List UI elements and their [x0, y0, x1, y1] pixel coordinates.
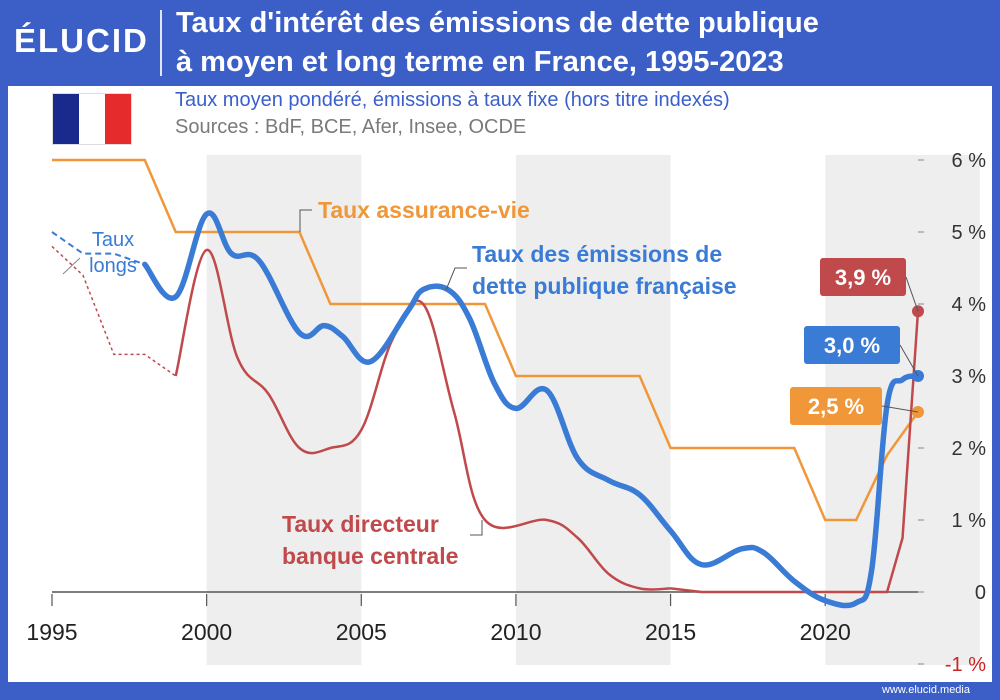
flag-stripe-blue — [53, 94, 79, 144]
x-tick-label-0: 1995 — [26, 619, 77, 645]
y-tick-label-0: -1 % — [945, 654, 986, 676]
x-tick-label-3: 2010 — [490, 619, 541, 645]
chart-sources: Sources : BdF, BCE, Afer, Insee, OCDE — [175, 116, 527, 138]
leader-emissions — [445, 267, 467, 291]
title-line-2: à moyen et long terme en France, 1995-20… — [176, 46, 784, 78]
y-tick-label-7: 6 % — [952, 150, 987, 172]
series-label-emissions-1: dette publique française — [472, 273, 737, 299]
y-tick-label-2: 1 % — [952, 510, 987, 532]
grid-band-2000 — [206, 155, 362, 665]
series-label-longs-0: Taux — [92, 229, 134, 251]
chart-subtitle: Taux moyen pondéré, émissions à taux fix… — [175, 89, 730, 111]
leader-taux-longs — [62, 257, 81, 275]
series-label-taux-directeur-0: Taux directeur — [282, 511, 439, 537]
flag-stripe-red — [105, 94, 131, 144]
end-label-assurance-vie-label: 2,5 % — [808, 394, 864, 419]
end-label-assurance-vie-leader — [881, 405, 919, 413]
end-label-taux-directeur-label: 3,9 % — [835, 265, 891, 290]
y-tick-label-6: 5 % — [952, 222, 987, 244]
leader-assurance-vie — [299, 209, 312, 232]
series-label-longs-1: longs — [89, 255, 137, 277]
leader-taux-directeur — [470, 520, 483, 536]
header-bar: ÉLUCID Taux d'intérêt des émissions de d… — [0, 0, 1000, 86]
end-label-taux-directeur-leader — [905, 276, 919, 312]
footer-url: www.elucid.media — [881, 684, 970, 696]
end-label-emissions-leader — [899, 344, 919, 377]
series-line-red-dotted — [51, 245, 177, 377]
flag-stripe-white — [79, 94, 105, 144]
end-label-taux-directeur-box — [820, 258, 906, 296]
france-flag-icon — [52, 93, 132, 145]
end-label-emissions-label: 3,0 % — [824, 333, 880, 358]
y-tick-label-5: 4 % — [952, 294, 987, 316]
y-tick-label-4: 3 % — [952, 366, 987, 388]
series-line-taux-directeur-end — [670, 311, 920, 594]
x-tick-label-1: 2000 — [181, 619, 232, 645]
chart-title: Taux d'intérêt des émissions de dette pu… — [176, 4, 976, 82]
grid-band-2010 — [515, 155, 671, 665]
x-tick-label-4: 2015 — [645, 619, 696, 645]
title-line-1: Taux d'intérêt des émissions de dette pu… — [176, 7, 819, 39]
series-label-emissions-0: Taux des émissions de — [472, 241, 722, 267]
elucid-logo: ÉLUCID — [14, 22, 149, 59]
x-tick-label-2: 2005 — [336, 619, 387, 645]
series-line-taux-longs — [51, 231, 146, 266]
header-divider — [160, 10, 162, 76]
y-tick-label-3: 2 % — [952, 438, 987, 460]
y-tick-label-1: 0 — [975, 582, 986, 604]
end-label-assurance-vie-box — [790, 387, 882, 425]
series-line-emissions — [142, 210, 921, 609]
end-label-emissions-box — [804, 326, 900, 364]
x-tick-label-5: 2020 — [800, 619, 851, 645]
series-label-taux-directeur-1: banque centrale — [282, 543, 458, 569]
series-label-assurance-vie-0: Taux assurance-vie — [318, 197, 530, 223]
